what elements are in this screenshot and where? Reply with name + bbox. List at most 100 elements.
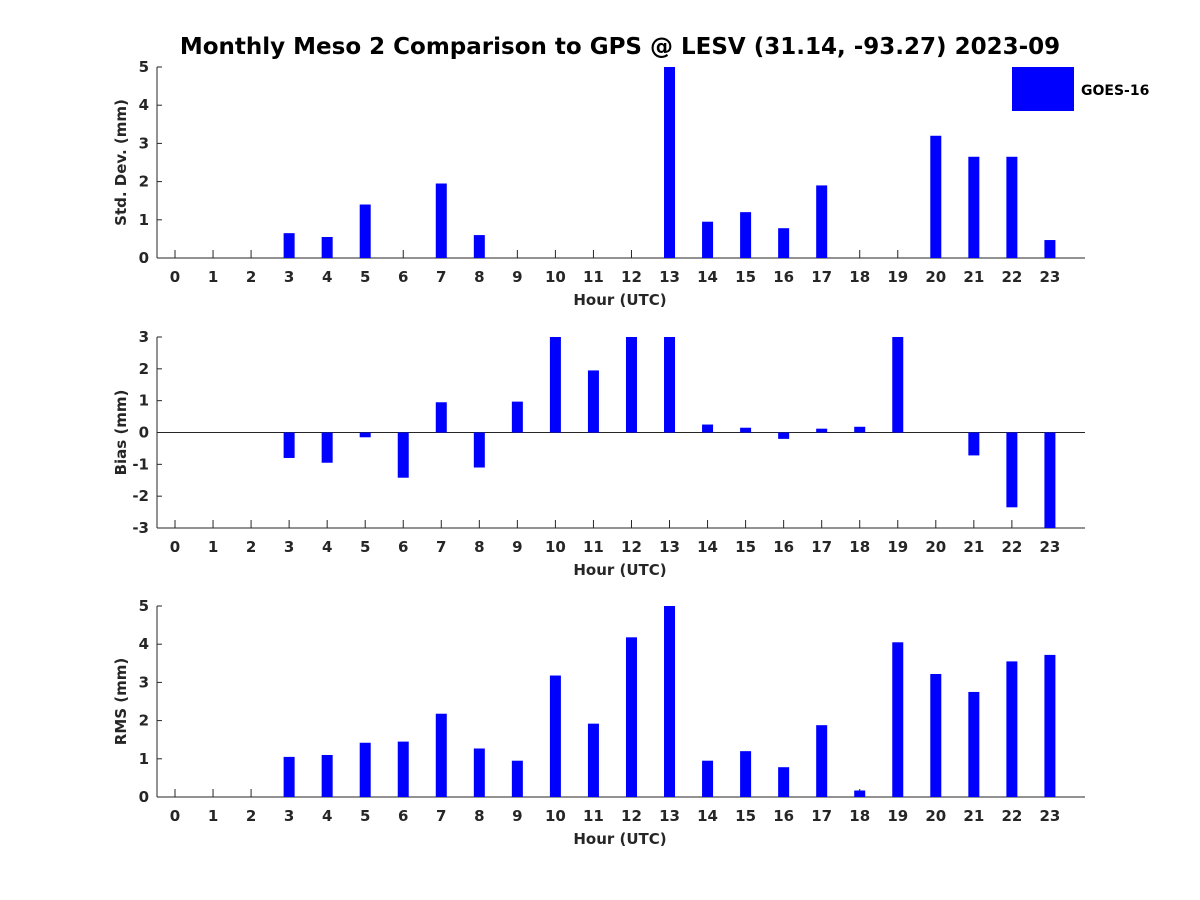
bar [664, 606, 676, 797]
x-tick-label: 10 [545, 807, 566, 825]
bar [930, 673, 942, 797]
x-tick-label: 6 [398, 538, 408, 556]
bar [473, 235, 485, 258]
x-tick-label: 21 [963, 538, 984, 556]
x-tick-label: 2 [246, 538, 256, 556]
x-tick-label: 18 [849, 268, 870, 286]
x-tick-label: 11 [583, 538, 604, 556]
y-tick-label: 1 [139, 750, 149, 768]
bar [397, 741, 409, 797]
x-tick-label: 7 [436, 268, 446, 286]
y-axis-label: Bias (mm) [112, 390, 130, 476]
y-tick-label: 3 [139, 328, 149, 346]
x-tick-label: 4 [322, 268, 332, 286]
x-tick-label: 18 [849, 538, 870, 556]
x-tick-label: 9 [512, 807, 522, 825]
x-axis-label: Hour (UTC) [573, 830, 666, 848]
x-tick-label: 10 [545, 538, 566, 556]
bar [397, 432, 409, 478]
x-tick-label: 15 [735, 538, 756, 556]
x-tick-label: 5 [360, 538, 370, 556]
bar [1006, 156, 1018, 258]
x-tick-label: 13 [659, 538, 680, 556]
x-axis-label: Hour (UTC) [573, 561, 666, 579]
x-tick-label: 9 [512, 538, 522, 556]
bar [892, 642, 904, 797]
legend-label: GOES-16 [1081, 83, 1149, 99]
bar [511, 401, 523, 433]
x-tick-label: 3 [284, 538, 294, 556]
x-tick-label: 23 [1039, 538, 1060, 556]
bar [778, 228, 790, 258]
x-tick-label: 23 [1039, 807, 1060, 825]
x-tick-label: 1 [208, 268, 218, 286]
chart-title: Monthly Meso 2 Comparison to GPS @ LESV … [180, 34, 1060, 60]
legend-swatch [1012, 67, 1074, 111]
x-tick-label: 1 [208, 538, 218, 556]
x-tick-label: 22 [1001, 807, 1022, 825]
bar [1044, 432, 1056, 528]
x-tick-label: 1 [208, 807, 218, 825]
y-axis-label: RMS (mm) [112, 658, 130, 745]
y-tick-label: 2 [139, 173, 149, 191]
bar [435, 183, 447, 258]
x-tick-label: 23 [1039, 268, 1060, 286]
bar [321, 754, 333, 797]
y-tick-label: 0 [139, 788, 149, 806]
y-tick-label: 5 [139, 597, 149, 615]
y-tick-label: 1 [139, 211, 149, 229]
bar [359, 742, 371, 797]
x-tick-label: 9 [512, 268, 522, 286]
bar [816, 428, 828, 433]
y-tick-label: 4 [139, 635, 149, 653]
bar [892, 337, 904, 433]
y-tick-label: 5 [139, 58, 149, 76]
x-tick-label: 19 [887, 807, 908, 825]
x-tick-label: 20 [925, 807, 946, 825]
y-tick-label: 0 [139, 424, 149, 442]
bar [473, 748, 485, 797]
y-tick-label: -2 [132, 487, 149, 505]
x-tick-label: 20 [925, 538, 946, 556]
x-tick-label: 3 [284, 268, 294, 286]
x-tick-label: 2 [246, 807, 256, 825]
y-tick-label: 1 [139, 392, 149, 410]
bar [473, 432, 485, 468]
bar [435, 713, 447, 797]
x-tick-label: 14 [697, 807, 718, 825]
y-tick-label: -3 [132, 519, 149, 537]
x-tick-label: 15 [735, 268, 756, 286]
x-tick-label: 0 [170, 807, 180, 825]
x-tick-label: 6 [398, 268, 408, 286]
bar [702, 424, 714, 433]
bar [321, 236, 333, 258]
x-tick-label: 7 [436, 807, 446, 825]
x-tick-label: 19 [887, 268, 908, 286]
x-tick-label: 5 [360, 807, 370, 825]
bar [816, 725, 828, 797]
x-tick-label: 20 [925, 268, 946, 286]
x-tick-label: 22 [1001, 268, 1022, 286]
x-tick-label: 0 [170, 268, 180, 286]
x-tick-label: 0 [170, 538, 180, 556]
bar [740, 212, 752, 258]
x-tick-label: 8 [474, 807, 484, 825]
x-tick-label: 13 [659, 268, 680, 286]
x-tick-label: 16 [773, 538, 794, 556]
x-tick-label: 4 [322, 807, 332, 825]
bar [283, 756, 295, 797]
x-tick-label: 11 [583, 807, 604, 825]
x-tick-label: 21 [963, 268, 984, 286]
bar [321, 432, 333, 463]
bar [283, 432, 295, 458]
x-tick-label: 8 [474, 268, 484, 286]
x-tick-label: 18 [849, 807, 870, 825]
bar [511, 760, 523, 797]
x-tick-label: 13 [659, 807, 680, 825]
y-tick-label: 3 [139, 134, 149, 152]
